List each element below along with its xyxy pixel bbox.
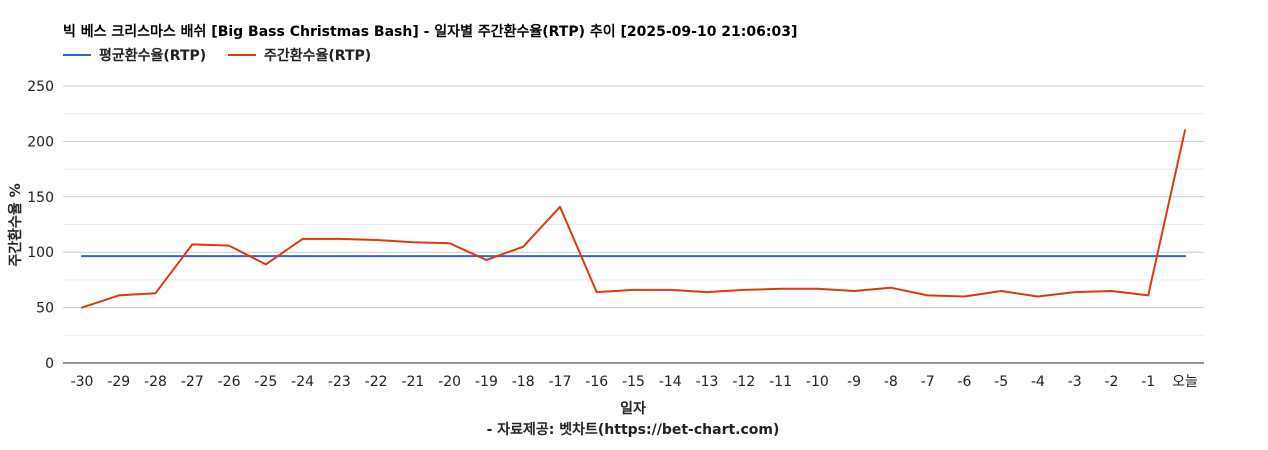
x-tick-label: -16: [585, 374, 608, 390]
x-axis-ticks: -30 -29 -28 -27 -26 -25 -24 -23 -22 -21 -20 -19 -18-…: [71, 374, 1198, 390]
x-tick-label: -12: [732, 374, 755, 390]
x-tick-label: -21: [401, 374, 424, 390]
x-tick-label: -28: [144, 374, 167, 390]
x-tick-label: -8: [884, 374, 898, 390]
y-tick-label: 150: [27, 190, 54, 206]
x-tick-label: -29: [107, 374, 130, 390]
x-axis-title: 일자: [620, 401, 646, 417]
x-tick-label: -7: [921, 374, 935, 390]
x-tick-label: -5: [994, 374, 1008, 390]
series-line-1: [81, 129, 1186, 309]
x-tick-label: -9: [847, 374, 861, 390]
y-axis-title: 주간환수율 %: [7, 183, 24, 266]
legend: 평균환수율(RTP) 주간환수율(RTP): [63, 47, 371, 64]
legend-label-0: 평균환수율(RTP): [99, 47, 206, 64]
x-tick-label: -27: [181, 374, 204, 390]
x-tick-label: -24: [291, 374, 314, 390]
x-tick-label: -30: [71, 374, 94, 390]
x-tick-label: -25: [254, 374, 277, 390]
y-axis-ticks: 0 50 100 150 200 250: [27, 79, 54, 372]
x-tick-label: -10: [806, 374, 829, 390]
x-tick-label: -15: [622, 374, 645, 390]
x-tick-label: -14: [659, 374, 682, 390]
x-tick-label: -26: [218, 374, 241, 390]
x-tick-label: -3: [1068, 374, 1082, 390]
x-tick-label: -2: [1104, 374, 1118, 390]
x-tick-label: -13: [696, 374, 719, 390]
y-tick-label: 250: [27, 79, 54, 95]
x-tick-label: 오늘: [1172, 374, 1198, 390]
y-tick-label: 100: [27, 245, 54, 261]
y-tick-label: 50: [36, 301, 54, 317]
x-tick-label: -22: [365, 374, 388, 390]
x-tick-label: -18: [512, 374, 535, 390]
series-lines: [81, 129, 1186, 309]
x-tick-label: -1: [1141, 374, 1155, 390]
x-tick-label: -11: [769, 374, 792, 390]
legend-label-1: 주간환수율(RTP): [264, 47, 371, 64]
x-tick-label: -17: [549, 374, 572, 390]
x-tick-label: -23: [328, 374, 351, 390]
x-tick-label: -4: [1031, 374, 1045, 390]
y-tick-label: 0: [45, 356, 54, 372]
x-tick-label: -20: [438, 374, 461, 390]
grid: [63, 85, 1204, 364]
y-tick-label: 200: [27, 134, 54, 150]
source-note: - 자료제공: 벳차트(https://bet-chart.com): [487, 421, 780, 438]
chart-title: 빅 베스 크리스마스 배쉬 [Big Bass Christmas Bash] …: [63, 23, 797, 40]
x-tick-label: -19: [475, 374, 498, 390]
x-tick-label: -6: [957, 374, 971, 390]
